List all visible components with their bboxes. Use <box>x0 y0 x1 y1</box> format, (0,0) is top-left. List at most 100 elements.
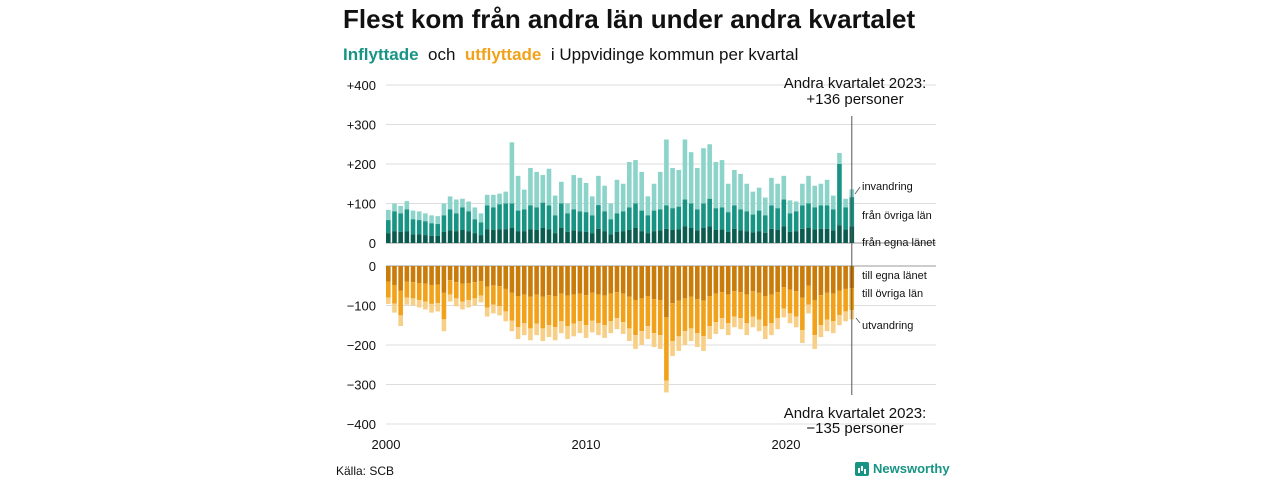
subtitle-utflyttade: utflyttade <box>464 45 542 64</box>
bar-out-utvandring <box>503 311 509 322</box>
bar-out-utvandring <box>540 328 546 342</box>
bar-out-egna <box>818 266 824 296</box>
bar-out-ovriga <box>571 294 576 324</box>
bar-out-utvandring <box>472 298 478 306</box>
bar-out-utvandring <box>781 308 787 318</box>
bar-out-utvandring <box>664 380 669 393</box>
bar-out-ovriga <box>528 296 533 329</box>
bar-out-egna <box>707 266 712 297</box>
bar-out-egna <box>466 266 471 283</box>
bar-in-ovriga <box>750 214 756 233</box>
bottom-series-label: utvandring <box>862 320 913 332</box>
bar-out-egna <box>404 266 410 282</box>
bar-out-utvandring <box>775 318 780 330</box>
bar-out-utvandring <box>602 325 607 338</box>
bar-in-egna <box>744 231 750 243</box>
bar-out-ovriga <box>627 296 632 329</box>
top-series-label: invandring <box>862 181 913 193</box>
bar-out-ovriga <box>491 285 496 305</box>
bar-in-invandring <box>596 175 601 206</box>
bar-in-invandring <box>750 191 756 215</box>
bar-in-egna <box>484 229 490 243</box>
bar-in-invandring <box>460 198 465 208</box>
bar-in-ovriga <box>651 210 657 232</box>
bar-in-ovriga <box>423 221 428 236</box>
bar-out-egna <box>614 266 620 293</box>
bar-out-egna <box>732 266 737 292</box>
bar-out-ovriga <box>423 283 428 302</box>
bar-in-ovriga <box>775 208 780 230</box>
bar-in-ovriga <box>478 222 484 236</box>
bar-in-egna <box>416 234 422 243</box>
bar-in-ovriga <box>447 209 453 231</box>
bar-in-ovriga <box>837 164 842 226</box>
bar-out-egna <box>639 266 644 299</box>
bar-in-egna <box>614 231 620 243</box>
bar-out-utvandring <box>732 316 737 328</box>
bar-out-ovriga <box>830 293 836 322</box>
bar-out-egna <box>410 266 416 283</box>
bar-out-egna <box>608 266 614 294</box>
bar-in-egna <box>447 230 453 243</box>
bar-out-ovriga <box>410 282 416 299</box>
bottom-y-tick-label: −400 <box>347 417 376 432</box>
bar-in-ovriga <box>521 209 527 232</box>
bar-in-egna <box>565 231 570 243</box>
bar-in-ovriga <box>719 207 725 230</box>
bar-out-egna <box>521 266 527 295</box>
bar-in-egna <box>762 232 768 243</box>
bar-out-utvandring <box>812 335 818 349</box>
bar-out-egna <box>769 266 774 295</box>
bar-in-invandring <box>429 215 434 224</box>
bar-out-egna <box>503 266 509 289</box>
bar-out-egna <box>682 266 688 299</box>
x-tick-label: 2010 <box>572 437 601 452</box>
bar-out-egna <box>546 266 552 296</box>
bar-in-egna <box>676 229 682 243</box>
bar-out-egna <box>651 266 657 300</box>
bar-in-egna <box>627 229 632 243</box>
bar-out-ovriga <box>639 298 644 332</box>
top-y-tick-label: +200 <box>347 157 376 172</box>
bar-in-invandring <box>670 167 675 209</box>
bar-in-invandring <box>503 191 509 204</box>
bar-out-ovriga <box>775 292 780 319</box>
bar-in-invandring <box>713 162 719 209</box>
bar-in-egna <box>732 228 737 243</box>
bar-out-egna <box>596 266 601 295</box>
bar-out-ovriga <box>732 291 737 317</box>
bar-out-ovriga <box>812 299 818 336</box>
bar-out-utvandring <box>688 328 694 342</box>
bar-in-egna <box>503 229 509 243</box>
bar-in-invandring <box>453 199 459 214</box>
bar-in-egna <box>577 231 583 243</box>
bar-out-utvandring <box>830 321 836 334</box>
bar-in-invandring <box>657 171 663 210</box>
bar-in-ovriga <box>843 207 848 230</box>
bar-in-egna <box>453 231 459 243</box>
bar-in-invandring <box>447 196 453 210</box>
bar-in-invandring <box>837 152 842 164</box>
bar-in-ovriga <box>787 213 793 232</box>
bar-in-ovriga <box>695 209 700 231</box>
bar-in-invandring <box>583 182 589 213</box>
bar-in-ovriga <box>608 219 614 235</box>
top-y-tick-label: +300 <box>347 118 376 133</box>
bar-out-ovriga <box>453 282 459 299</box>
bar-out-ovriga <box>837 290 842 315</box>
bar-in-ovriga <box>738 209 743 231</box>
bar-out-utvandring <box>651 333 657 347</box>
bar-out-egna <box>756 266 762 293</box>
bar-out-egna <box>534 266 539 295</box>
bar-out-egna <box>540 266 546 297</box>
bar-in-invandring <box>633 160 638 204</box>
bar-out-egna <box>453 266 459 283</box>
bar-in-ovriga <box>670 208 675 230</box>
bar-in-egna <box>596 228 601 243</box>
bar-in-invandring <box>824 179 830 206</box>
bar-in-ovriga <box>441 215 447 232</box>
bar-out-utvandring <box>509 320 515 332</box>
bar-in-egna <box>769 228 774 243</box>
bar-in-ovriga <box>633 203 638 228</box>
bar-in-egna <box>806 227 811 243</box>
